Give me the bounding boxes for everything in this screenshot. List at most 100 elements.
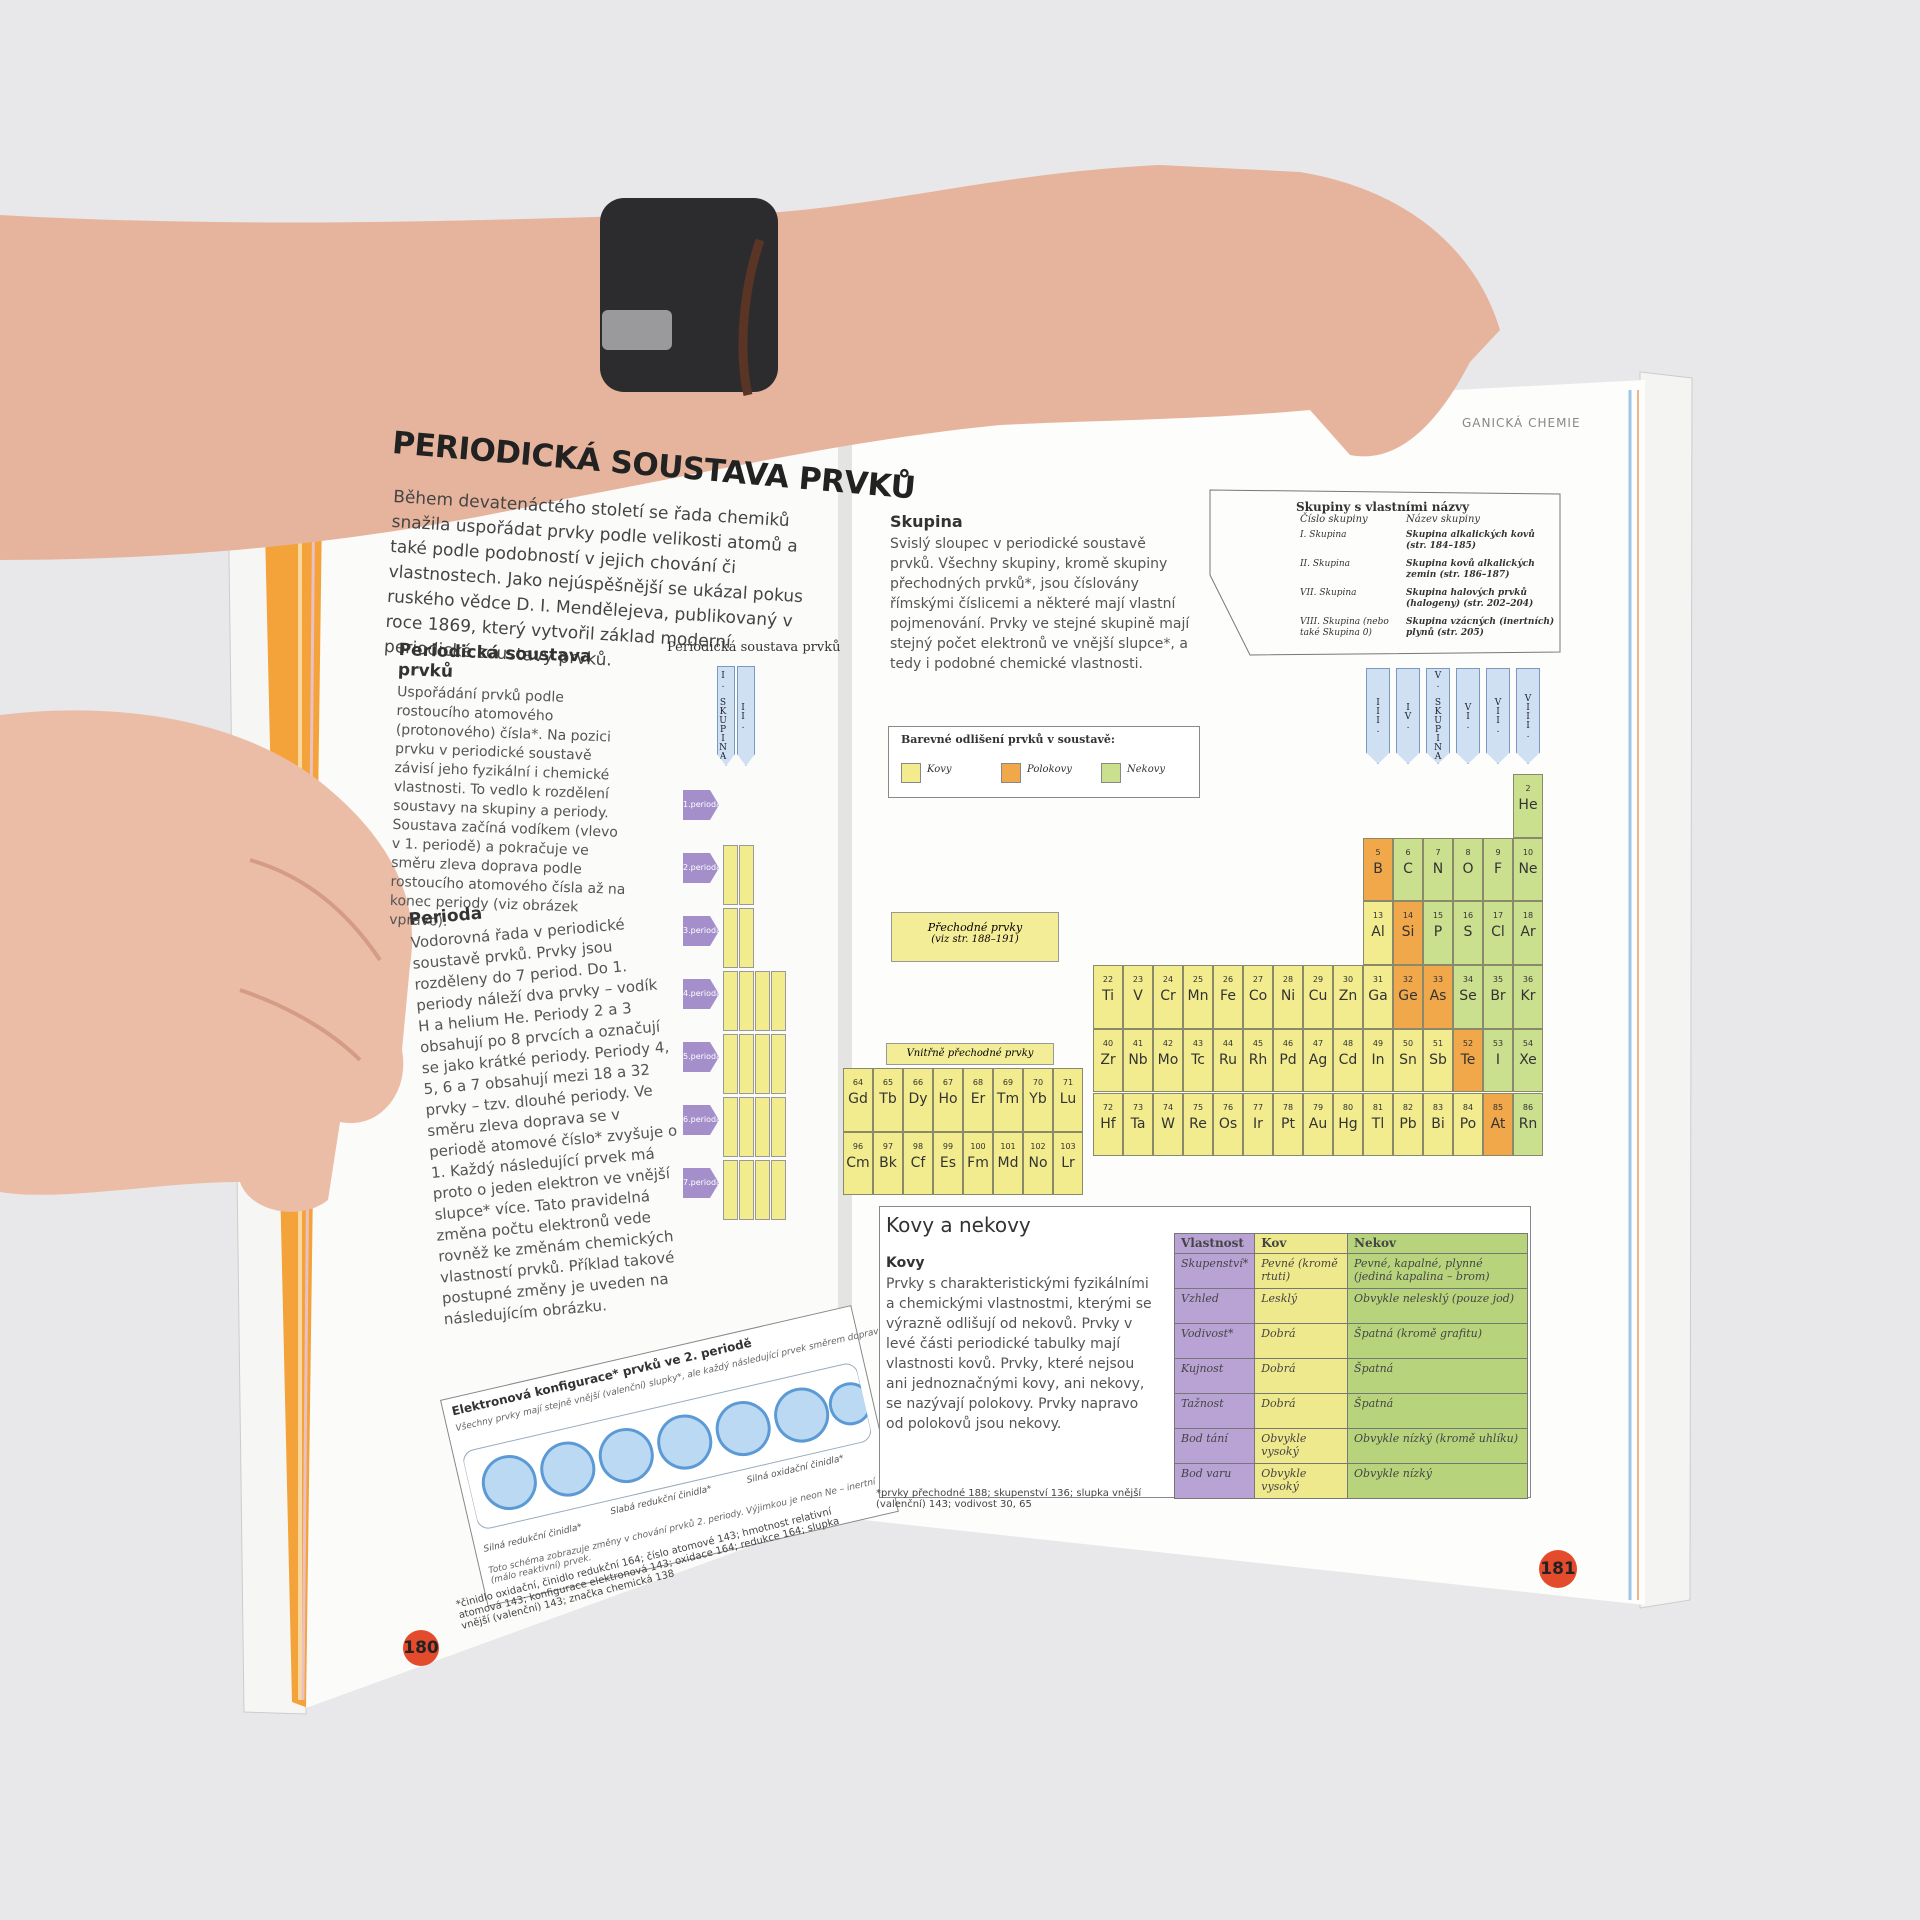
symbol: Rh (1248, 1051, 1268, 1068)
element: 16 S (1453, 901, 1483, 966)
atomic-number: 23 (1132, 975, 1144, 985)
atomic-number: 99 (942, 1141, 954, 1151)
callout-header: Název skupiny (1406, 514, 1481, 525)
symbol: Tm (996, 1091, 1020, 1107)
period-label: 4.perioda (683, 979, 719, 1009)
metals-text: Prvky s charakteristickými fyzikálními a… (886, 1276, 1152, 1432)
element: 101 Md (993, 1131, 1023, 1196)
atom (774, 1387, 830, 1443)
atomic-number: 66 (912, 1078, 924, 1087)
metals-section: Kovy Prvky s charakteristickými fyzikáln… (886, 1255, 1156, 1434)
mini-cell (755, 1034, 770, 1094)
mini-cell (755, 1160, 770, 1220)
element: 33 As (1423, 965, 1453, 1029)
mini-cell (739, 908, 754, 968)
element: 103 Lr (1053, 1131, 1083, 1196)
element: 40 Zr (1093, 1028, 1123, 1093)
symbol: Ho (938, 1091, 958, 1107)
atomic-number: 25 (1192, 975, 1204, 985)
symbol: Tb (879, 1091, 897, 1107)
mini-cell (755, 1097, 770, 1157)
atomic-number: 82 (1402, 1102, 1414, 1112)
atomic-number: 16 (1462, 911, 1474, 921)
element: 50 Sn (1393, 1028, 1423, 1093)
element: 84 Po (1453, 1092, 1483, 1157)
symbol: Yb (1029, 1091, 1047, 1107)
element: 26 Fe (1213, 965, 1243, 1029)
element: 72 Hf (1093, 1092, 1123, 1157)
atomic-number: 6 (1405, 847, 1411, 857)
symbol: Mn (1187, 988, 1209, 1005)
symbol: B (1373, 860, 1383, 877)
atomic-number: 24 (1162, 975, 1174, 985)
header-cell: Nekov (1347, 1233, 1528, 1254)
page-number: 181 (1539, 1550, 1577, 1588)
symbol: Ge (1398, 988, 1418, 1005)
symbol: N (1432, 860, 1444, 877)
element: 47 Ag (1303, 1028, 1333, 1093)
element: 10 Ne (1513, 837, 1543, 902)
atomic-number: 67 (942, 1078, 954, 1087)
callout-cell: VIII. Skupina (nebo také Skupina 0) (1300, 617, 1389, 638)
element: 44 Ru (1213, 1028, 1243, 1093)
symbol: Bk (879, 1154, 897, 1171)
element: 49 In (1363, 1028, 1393, 1093)
symbol: Ta (1130, 1115, 1146, 1132)
atomic-number: 70 (1032, 1078, 1044, 1087)
element: 73 Ta (1123, 1092, 1153, 1157)
bracelet (738, 238, 765, 397)
atomic-number: 28 (1282, 975, 1294, 985)
symbol: Al (1371, 924, 1385, 941)
property-row: Vodivost* Dobrá Špatná (kromě grafitu) (1173, 1323, 1528, 1359)
legend-swatch (1001, 763, 1021, 783)
symbol: Lr (1061, 1154, 1075, 1171)
atomic-number: 48 (1342, 1038, 1354, 1048)
symbol: Se (1459, 988, 1477, 1005)
symbol: Co (1248, 988, 1268, 1005)
element: 67 Ho (933, 1068, 963, 1132)
atomic-number: 51 (1432, 1038, 1444, 1048)
atomic-number: 36 (1522, 975, 1534, 985)
mini-cell (739, 1160, 754, 1220)
atomic-number: 27 (1252, 975, 1264, 985)
symbol: Ne (1518, 860, 1538, 877)
property-cell: Dobrá (1254, 1323, 1349, 1359)
element: 86 Rn (1513, 1092, 1543, 1157)
gutter (838, 422, 852, 1515)
atomic-number: 77 (1252, 1102, 1264, 1112)
atomic-number: 86 (1522, 1102, 1534, 1112)
property-cell: Dobrá (1254, 1393, 1349, 1429)
property-cell: Tažnost (1173, 1393, 1256, 1429)
legend-swatch (1101, 763, 1121, 783)
atomic-number: 73 (1132, 1102, 1144, 1112)
atomic-number: 26 (1222, 975, 1234, 985)
symbol: Tc (1191, 1051, 1205, 1068)
element: 76 Os (1213, 1092, 1243, 1157)
element: 74 W (1153, 1092, 1183, 1157)
callout-cell: I. Skupina (1300, 530, 1347, 540)
transition-label: Přechodné prvky (927, 921, 1023, 934)
symbol: Md (997, 1154, 1019, 1171)
symbol: Cd (1338, 1051, 1358, 1068)
atomic-number: 101 (1000, 1141, 1016, 1151)
atoms (463, 1363, 872, 1529)
element: 24 Cr (1153, 965, 1183, 1029)
property-row: Bod varu Obvykle vysoký Obvykle nízký (1173, 1463, 1528, 1499)
element: 81 Tl (1363, 1092, 1393, 1157)
mini-cell (771, 1097, 786, 1157)
property-cell: Obvykle nízký (kromě uhlíku) (1347, 1428, 1528, 1464)
atomic-number: 80 (1342, 1102, 1354, 1112)
metals-box: Kovy a nekovy Kovy Prvky s charakteristi… (879, 1206, 1531, 1499)
properties-table: Vlastnost Kov Nekov Skupenství* Pevné (kromě… (1173, 1233, 1528, 1499)
transition-note: (viz str. 188–191) (931, 934, 1019, 945)
symbol: Xe (1519, 1051, 1537, 1068)
property-cell: Obvykle vysoký (1254, 1463, 1349, 1499)
element: 75 Re (1183, 1092, 1213, 1157)
symbol: Cm (846, 1154, 870, 1171)
element: 2 He (1513, 774, 1543, 838)
element: 15 P (1423, 901, 1453, 966)
symbol: In (1371, 1051, 1385, 1068)
